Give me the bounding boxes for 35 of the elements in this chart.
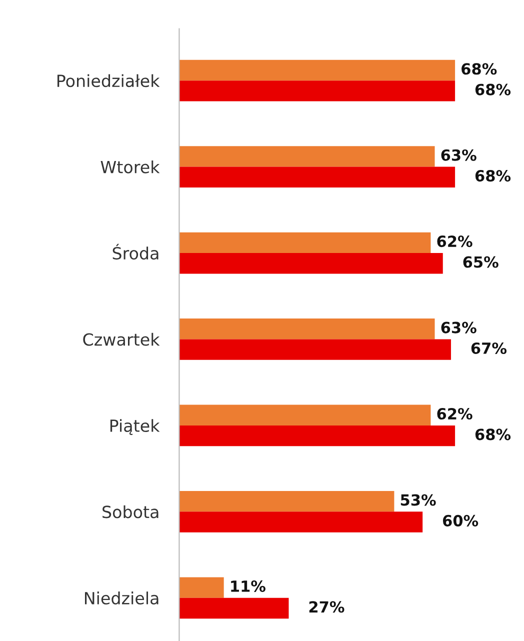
- bar: [179, 425, 456, 446]
- y-tick-label: Czwartek: [83, 332, 160, 346]
- bar: [179, 512, 423, 532]
- bar: [179, 339, 451, 360]
- y-tick-label: Piątek: [110, 419, 160, 435]
- data-label: 62%: [437, 408, 472, 420]
- y-tick-label: Poniedziałek: [57, 74, 160, 88]
- bar: [179, 80, 456, 102]
- data-label: 65%: [463, 256, 498, 268]
- y-tick-label: Środa: [112, 244, 158, 260]
- bar: [179, 318, 435, 340]
- data-label: 62%: [437, 236, 472, 248]
- bar: [179, 404, 431, 426]
- data-label: 68%: [475, 170, 511, 182]
- data-label: 27%: [309, 601, 344, 613]
- y-tick-label: Niedziela: [84, 592, 158, 604]
- data-label: 11%: [231, 580, 266, 592]
- y-tick-label: Wtorek: [100, 160, 160, 174]
- bar: [179, 577, 224, 598]
- data-label: 67%: [471, 342, 507, 354]
- bar: [179, 490, 394, 512]
- bar: [179, 598, 289, 619]
- data-label: 63%: [441, 149, 476, 161]
- bar: [179, 146, 435, 167]
- data-label: 60%: [442, 514, 478, 526]
- data-label: 68%: [475, 84, 511, 96]
- bar: [179, 232, 431, 254]
- bar: [179, 60, 456, 81]
- data-label: 68%: [462, 63, 497, 75]
- data-label: 63%: [441, 322, 476, 334]
- y-tick-label: Sobota: [102, 505, 158, 518]
- data-label: 53%: [400, 494, 436, 506]
- data-label: 68%: [475, 428, 511, 440]
- bar: [179, 166, 456, 188]
- bar: [179, 253, 443, 274]
